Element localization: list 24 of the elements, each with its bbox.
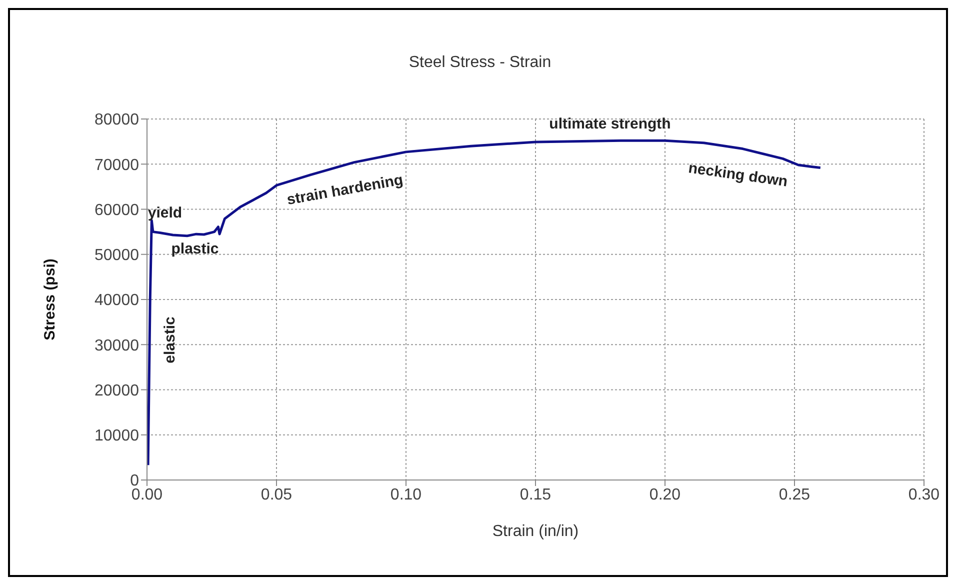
annotation: necking down [687, 160, 789, 190]
x-tick-label: 0.25 [778, 486, 810, 504]
x-tick-label: 0.05 [260, 486, 292, 504]
annotation: strain hardening [286, 171, 404, 209]
chart-title: Steel Stress - Strain [408, 54, 552, 72]
line-series [147, 139, 822, 466]
x-axis-title: Strain (in/in) [492, 523, 579, 540]
x-tick-label: 0.15 [520, 486, 552, 504]
y-tick-label: 10000 [94, 428, 140, 445]
annotation: plastic [171, 240, 219, 258]
y-tick-label: 30000 [94, 337, 140, 354]
y-axis-title: Stress (psi) [41, 258, 58, 340]
y-tick-label: 50000 [94, 247, 140, 264]
y-tick-label: 60000 [94, 202, 140, 219]
y-tick-label: 40000 [94, 292, 140, 310]
annotation: ultimate strength [549, 116, 671, 132]
annotation: elastic [162, 316, 178, 364]
y-tick-label: 20000 [94, 382, 140, 400]
annotation: yield [148, 204, 182, 222]
x-tick-label: 0.10 [390, 486, 422, 504]
y-tick-label: 70000 [94, 156, 140, 174]
x-tick-label: 0.30 [908, 486, 940, 504]
x-tick-label: 0.20 [649, 486, 681, 504]
y-tick-label: 80000 [94, 112, 140, 129]
